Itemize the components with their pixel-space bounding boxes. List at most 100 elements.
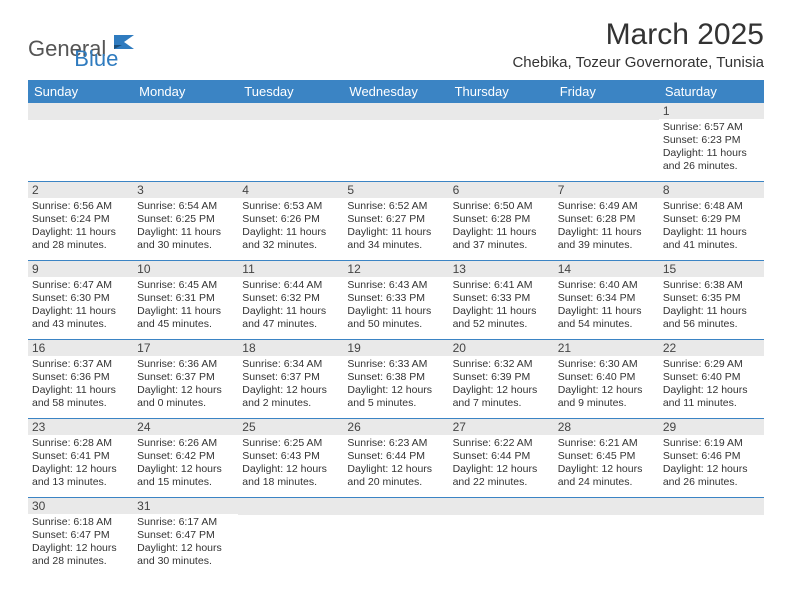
day-details: Sunrise: 6:36 AMSunset: 6:37 PMDaylight:… <box>133 356 238 415</box>
week-row: 9Sunrise: 6:47 AMSunset: 6:30 PMDaylight… <box>28 261 764 340</box>
day-cell: 17Sunrise: 6:36 AMSunset: 6:37 PMDayligh… <box>133 340 238 418</box>
day-details: Sunrise: 6:38 AMSunset: 6:35 PMDaylight:… <box>659 277 764 336</box>
day-header: Thursday <box>449 80 554 103</box>
day-cell: 29Sunrise: 6:19 AMSunset: 6:46 PMDayligh… <box>659 419 764 497</box>
day-cell <box>238 103 343 181</box>
day-cell: 21Sunrise: 6:30 AMSunset: 6:40 PMDayligh… <box>554 340 659 418</box>
day-details: Sunrise: 6:22 AMSunset: 6:44 PMDaylight:… <box>449 435 554 494</box>
day-header: Monday <box>133 80 238 103</box>
day-number: 2 <box>28 182 133 198</box>
day-cell: 23Sunrise: 6:28 AMSunset: 6:41 PMDayligh… <box>28 419 133 497</box>
day-details: Sunrise: 6:30 AMSunset: 6:40 PMDaylight:… <box>554 356 659 415</box>
day-cell: 22Sunrise: 6:29 AMSunset: 6:40 PMDayligh… <box>659 340 764 418</box>
day-header: Sunday <box>28 80 133 103</box>
day-cell <box>343 103 448 181</box>
day-number: 24 <box>133 419 238 435</box>
calendar-body: 1Sunrise: 6:57 AMSunset: 6:23 PMDaylight… <box>28 103 764 576</box>
day-number: 31 <box>133 498 238 514</box>
day-cell: 7Sunrise: 6:49 AMSunset: 6:28 PMDaylight… <box>554 182 659 260</box>
day-number: 7 <box>554 182 659 198</box>
day-number: 1 <box>659 103 764 119</box>
day-cell: 11Sunrise: 6:44 AMSunset: 6:32 PMDayligh… <box>238 261 343 339</box>
day-details: Sunrise: 6:48 AMSunset: 6:29 PMDaylight:… <box>659 198 764 257</box>
day-number: 8 <box>659 182 764 198</box>
day-details: Sunrise: 6:26 AMSunset: 6:42 PMDaylight:… <box>133 435 238 494</box>
day-cell: 10Sunrise: 6:45 AMSunset: 6:31 PMDayligh… <box>133 261 238 339</box>
day-cell: 15Sunrise: 6:38 AMSunset: 6:35 PMDayligh… <box>659 261 764 339</box>
day-cell: 4Sunrise: 6:53 AMSunset: 6:26 PMDaylight… <box>238 182 343 260</box>
day-number <box>238 498 343 515</box>
day-number <box>449 103 554 120</box>
day-details: Sunrise: 6:18 AMSunset: 6:47 PMDaylight:… <box>28 514 133 573</box>
day-cell: 27Sunrise: 6:22 AMSunset: 6:44 PMDayligh… <box>449 419 554 497</box>
day-number <box>28 103 133 120</box>
month-title: March 2025 <box>512 18 764 52</box>
day-cell <box>659 498 764 576</box>
day-number: 23 <box>28 419 133 435</box>
day-cell <box>449 103 554 181</box>
day-number: 20 <box>449 340 554 356</box>
day-cell: 6Sunrise: 6:50 AMSunset: 6:28 PMDaylight… <box>449 182 554 260</box>
day-number <box>659 498 764 515</box>
day-details: Sunrise: 6:17 AMSunset: 6:47 PMDaylight:… <box>133 514 238 573</box>
day-cell <box>554 498 659 576</box>
day-details: Sunrise: 6:49 AMSunset: 6:28 PMDaylight:… <box>554 198 659 257</box>
day-header: Saturday <box>659 80 764 103</box>
week-row: 1Sunrise: 6:57 AMSunset: 6:23 PMDaylight… <box>28 103 764 182</box>
day-cell: 28Sunrise: 6:21 AMSunset: 6:45 PMDayligh… <box>554 419 659 497</box>
day-cell <box>28 103 133 181</box>
logo-word-2: Blue <box>74 46 118 72</box>
day-details: Sunrise: 6:47 AMSunset: 6:30 PMDaylight:… <box>28 277 133 336</box>
day-number: 29 <box>659 419 764 435</box>
day-cell <box>133 103 238 181</box>
day-number <box>554 103 659 120</box>
day-number: 6 <box>449 182 554 198</box>
day-number: 19 <box>343 340 448 356</box>
day-details: Sunrise: 6:28 AMSunset: 6:41 PMDaylight:… <box>28 435 133 494</box>
day-number: 11 <box>238 261 343 277</box>
day-cell <box>554 103 659 181</box>
day-cell <box>343 498 448 576</box>
day-cell: 18Sunrise: 6:34 AMSunset: 6:37 PMDayligh… <box>238 340 343 418</box>
day-number: 4 <box>238 182 343 198</box>
day-number: 17 <box>133 340 238 356</box>
day-details: Sunrise: 6:29 AMSunset: 6:40 PMDaylight:… <box>659 356 764 415</box>
day-cell: 1Sunrise: 6:57 AMSunset: 6:23 PMDaylight… <box>659 103 764 181</box>
day-cell: 31Sunrise: 6:17 AMSunset: 6:47 PMDayligh… <box>133 498 238 576</box>
day-cell: 13Sunrise: 6:41 AMSunset: 6:33 PMDayligh… <box>449 261 554 339</box>
day-details: Sunrise: 6:57 AMSunset: 6:23 PMDaylight:… <box>659 119 764 178</box>
day-number: 28 <box>554 419 659 435</box>
day-cell <box>238 498 343 576</box>
day-number: 3 <box>133 182 238 198</box>
day-number: 13 <box>449 261 554 277</box>
day-cell: 25Sunrise: 6:25 AMSunset: 6:43 PMDayligh… <box>238 419 343 497</box>
day-cell <box>449 498 554 576</box>
day-details: Sunrise: 6:43 AMSunset: 6:33 PMDaylight:… <box>343 277 448 336</box>
calendar: SundayMondayTuesdayWednesdayThursdayFrid… <box>28 80 764 576</box>
day-number: 5 <box>343 182 448 198</box>
day-details: Sunrise: 6:23 AMSunset: 6:44 PMDaylight:… <box>343 435 448 494</box>
day-cell: 30Sunrise: 6:18 AMSunset: 6:47 PMDayligh… <box>28 498 133 576</box>
day-number: 14 <box>554 261 659 277</box>
title-block: March 2025 Chebika, Tozeur Governorate, … <box>512 18 764 71</box>
day-cell: 2Sunrise: 6:56 AMSunset: 6:24 PMDaylight… <box>28 182 133 260</box>
day-number: 25 <box>238 419 343 435</box>
week-row: 16Sunrise: 6:37 AMSunset: 6:36 PMDayligh… <box>28 340 764 419</box>
day-number: 21 <box>554 340 659 356</box>
day-cell: 16Sunrise: 6:37 AMSunset: 6:36 PMDayligh… <box>28 340 133 418</box>
day-header: Friday <box>554 80 659 103</box>
day-details: Sunrise: 6:52 AMSunset: 6:27 PMDaylight:… <box>343 198 448 257</box>
day-details: Sunrise: 6:34 AMSunset: 6:37 PMDaylight:… <box>238 356 343 415</box>
week-row: 23Sunrise: 6:28 AMSunset: 6:41 PMDayligh… <box>28 419 764 498</box>
day-number <box>343 498 448 515</box>
day-number: 27 <box>449 419 554 435</box>
day-number <box>449 498 554 515</box>
day-details: Sunrise: 6:54 AMSunset: 6:25 PMDaylight:… <box>133 198 238 257</box>
day-cell: 8Sunrise: 6:48 AMSunset: 6:29 PMDaylight… <box>659 182 764 260</box>
day-cell: 19Sunrise: 6:33 AMSunset: 6:38 PMDayligh… <box>343 340 448 418</box>
day-header: Tuesday <box>238 80 343 103</box>
day-details: Sunrise: 6:19 AMSunset: 6:46 PMDaylight:… <box>659 435 764 494</box>
day-number: 10 <box>133 261 238 277</box>
header: General Blue March 2025 Chebika, Tozeur … <box>28 18 764 72</box>
day-details: Sunrise: 6:37 AMSunset: 6:36 PMDaylight:… <box>28 356 133 415</box>
